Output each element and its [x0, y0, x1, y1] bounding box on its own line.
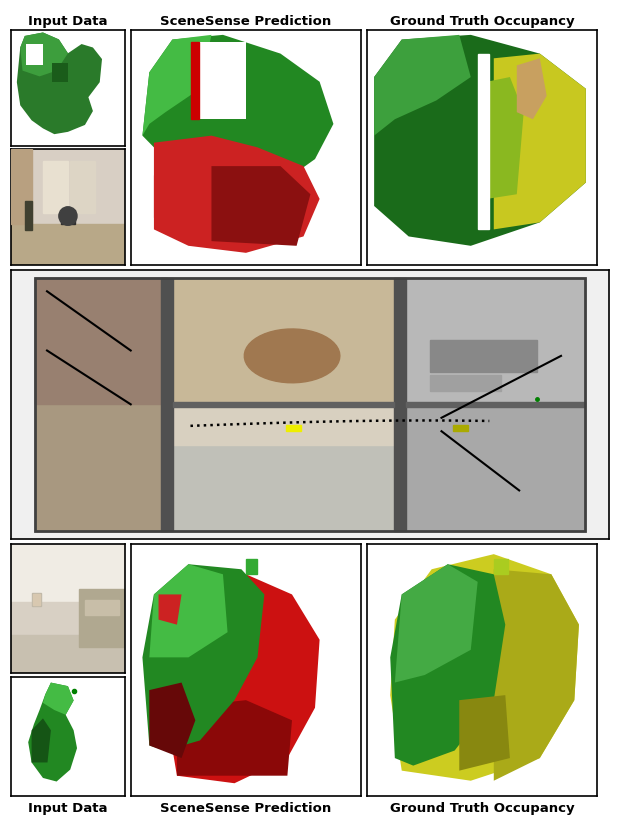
Polygon shape: [459, 695, 510, 771]
Bar: [405, 278, 585, 404]
Text: Input Data: Input Data: [28, 15, 108, 27]
Bar: [11, 634, 125, 673]
Bar: [85, 600, 119, 615]
Bar: [172, 278, 400, 404]
Polygon shape: [17, 32, 102, 134]
Polygon shape: [395, 564, 477, 682]
Text: Ground Truth Occupancy: Ground Truth Occupancy: [390, 15, 575, 27]
Circle shape: [59, 206, 77, 225]
Polygon shape: [166, 574, 319, 783]
Polygon shape: [390, 554, 579, 781]
Bar: [35, 278, 167, 404]
Bar: [11, 149, 32, 224]
Polygon shape: [149, 682, 195, 758]
Polygon shape: [211, 166, 311, 246]
Polygon shape: [143, 35, 334, 183]
Bar: [191, 42, 199, 119]
Bar: [70, 160, 95, 212]
Polygon shape: [195, 42, 246, 119]
Polygon shape: [244, 329, 340, 382]
Polygon shape: [390, 564, 505, 766]
Bar: [172, 407, 400, 444]
Bar: [11, 544, 125, 602]
Bar: [43, 160, 68, 212]
Bar: [161, 278, 172, 531]
Polygon shape: [494, 569, 579, 781]
Bar: [286, 425, 301, 431]
Bar: [172, 407, 400, 531]
Bar: [494, 559, 508, 574]
Bar: [25, 201, 32, 230]
Bar: [430, 339, 537, 372]
Polygon shape: [154, 135, 319, 253]
Polygon shape: [374, 35, 471, 135]
Polygon shape: [32, 719, 51, 762]
Bar: [11, 602, 125, 634]
Polygon shape: [517, 59, 547, 119]
Bar: [11, 149, 125, 224]
Bar: [32, 593, 41, 606]
Bar: [246, 559, 257, 574]
Bar: [453, 425, 468, 431]
Polygon shape: [143, 35, 211, 135]
Bar: [35, 278, 167, 531]
Polygon shape: [159, 595, 182, 624]
Text: Input Data: Input Data: [28, 802, 108, 815]
Polygon shape: [494, 54, 586, 230]
Polygon shape: [43, 682, 74, 714]
Bar: [11, 224, 125, 264]
Polygon shape: [177, 700, 292, 776]
Text: Ground Truth Occupancy: Ground Truth Occupancy: [390, 802, 575, 815]
Polygon shape: [52, 63, 68, 82]
Bar: [405, 407, 585, 531]
Text: SceneSense Prediction: SceneSense Prediction: [161, 15, 332, 27]
Polygon shape: [154, 175, 195, 222]
Bar: [394, 278, 405, 531]
Bar: [172, 401, 394, 407]
Polygon shape: [149, 564, 228, 657]
Polygon shape: [374, 35, 586, 246]
Bar: [61, 211, 75, 224]
Bar: [79, 589, 125, 648]
Polygon shape: [487, 77, 524, 199]
Polygon shape: [26, 44, 43, 64]
Bar: [405, 401, 585, 407]
Polygon shape: [143, 564, 264, 751]
Bar: [430, 375, 501, 391]
Bar: [477, 54, 489, 230]
Polygon shape: [20, 32, 68, 76]
Bar: [33, 595, 40, 605]
Text: SceneSense Prediction: SceneSense Prediction: [161, 802, 332, 815]
Polygon shape: [28, 682, 77, 781]
